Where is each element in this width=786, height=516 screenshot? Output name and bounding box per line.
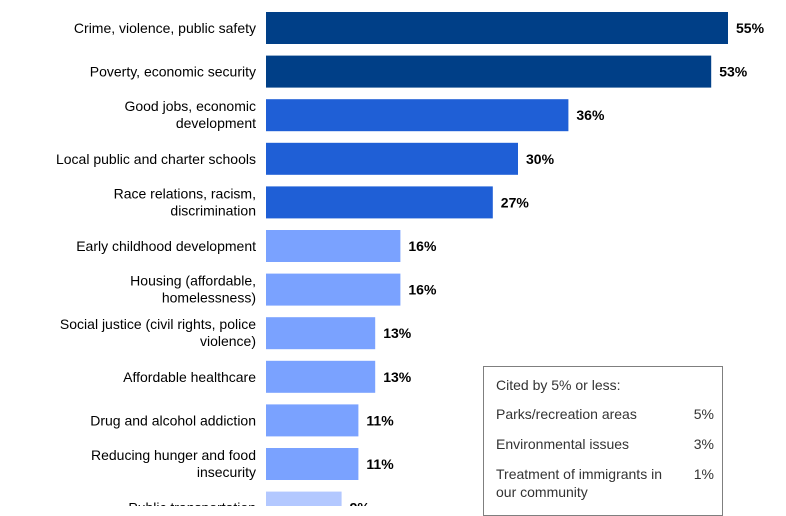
category-label: Local public and charter schools xyxy=(56,151,256,167)
data-label: 30% xyxy=(526,151,555,167)
bar xyxy=(266,404,359,437)
data-label: 53% xyxy=(719,64,748,80)
note-item-value: 3% xyxy=(693,436,714,452)
bar xyxy=(266,230,401,262)
data-label: 36% xyxy=(576,107,605,123)
data-label: 16% xyxy=(408,282,437,298)
note-box: Cited by 5% or less: Parks/recreation ar… xyxy=(483,366,723,516)
note-item-name: Environmental issues xyxy=(496,436,630,452)
data-label: 9% xyxy=(350,500,371,506)
bar xyxy=(266,317,376,350)
data-label: 11% xyxy=(366,456,394,472)
note-item-name: Parks/recreation areas xyxy=(496,406,637,422)
bar xyxy=(266,142,518,175)
category-label: Affordable healthcare xyxy=(123,369,256,385)
data-label: 13% xyxy=(383,369,412,385)
bar xyxy=(266,12,728,44)
category-label: Housing (affordable, homelessness) xyxy=(130,273,256,306)
note-item-value: 5% xyxy=(693,406,714,422)
data-label: 13% xyxy=(383,325,412,341)
data-label: 16% xyxy=(408,238,437,254)
note-item-value: 1% xyxy=(693,466,714,482)
note-item-name: Treatment of immigrants in our community xyxy=(496,466,662,500)
category-label: Crime, violence, public safety xyxy=(74,20,256,36)
category-label: Race relations, racism, discrimination xyxy=(114,185,256,218)
category-label: Drug and alcohol addiction xyxy=(90,412,256,428)
category-label: Reducing hunger and food insecurity xyxy=(91,447,256,480)
category-label: Public transportation xyxy=(128,500,256,506)
bar xyxy=(266,491,342,506)
category-label: Good jobs, economic development xyxy=(124,98,256,131)
category-label: Poverty, economic security xyxy=(90,64,256,80)
bar xyxy=(266,99,569,132)
data-label: 11% xyxy=(366,412,394,428)
data-label: 55% xyxy=(736,20,765,36)
data-label: 27% xyxy=(501,194,530,210)
category-label: Early childhood development xyxy=(76,238,256,254)
bar xyxy=(266,186,493,219)
category-label: Social justice (civil rights, police viol… xyxy=(60,316,256,349)
bar xyxy=(266,273,401,306)
bar xyxy=(266,448,359,480)
note-title: Cited by 5% or less: xyxy=(496,377,621,393)
bar xyxy=(266,55,712,88)
bar xyxy=(266,360,376,393)
